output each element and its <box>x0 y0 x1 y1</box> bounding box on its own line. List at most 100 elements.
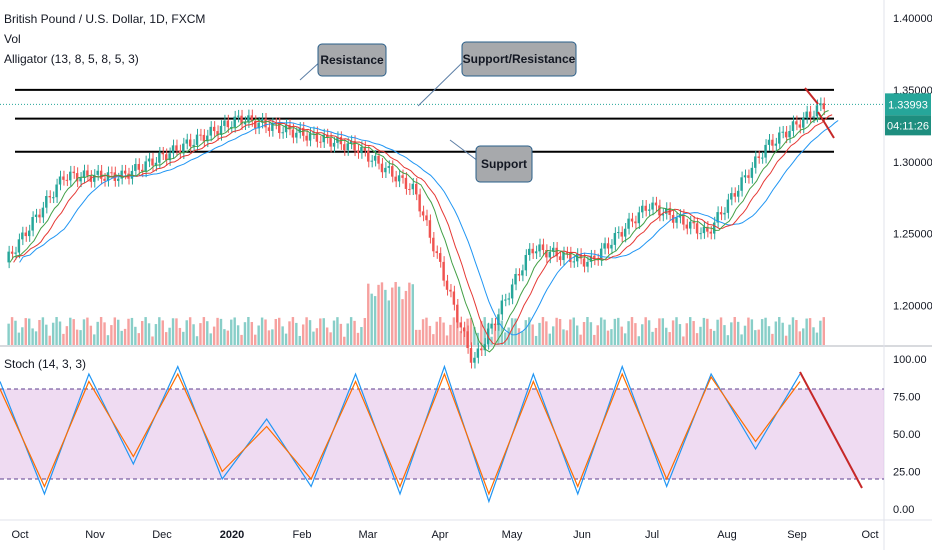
candle-body <box>617 232 620 234</box>
price-axis-tick: 1.40000 <box>893 13 932 25</box>
candle-body <box>356 150 360 154</box>
candle-body <box>373 155 377 161</box>
candle-body <box>476 348 480 358</box>
trend-arrow <box>799 371 863 489</box>
callout-label: Resistance <box>320 53 384 67</box>
volume-bar <box>548 333 551 345</box>
volume-bar <box>38 319 41 345</box>
candle-body <box>332 142 336 147</box>
volume-bar <box>260 317 264 345</box>
candle-body <box>641 205 644 213</box>
candle-body <box>315 132 319 142</box>
volume-bar <box>134 326 137 345</box>
volume-bar <box>411 284 414 345</box>
candle-body <box>188 139 192 147</box>
time-axis-label: Sep <box>787 529 807 541</box>
candle-body <box>613 232 617 245</box>
volume-bar <box>514 318 517 345</box>
candle-body <box>182 143 185 154</box>
volume-bar <box>634 323 637 345</box>
candle-body <box>264 118 267 128</box>
volume-bar <box>754 330 757 345</box>
volume-bar <box>702 317 706 345</box>
candle-body <box>103 178 106 181</box>
candle-body <box>236 115 240 117</box>
volume-bar <box>480 320 483 345</box>
candle-body <box>360 146 363 154</box>
volume-bar <box>274 318 277 345</box>
volume-bar <box>278 317 281 345</box>
jaw-line <box>19 120 839 336</box>
volume-bar <box>452 317 456 345</box>
volume-bar <box>610 329 613 345</box>
volume-bar <box>123 328 127 345</box>
volume-bar <box>747 317 750 345</box>
volume-bar <box>569 319 572 345</box>
candle-body <box>171 145 175 154</box>
volume-bar <box>209 333 212 345</box>
alligator-legend[interactable]: Alligator (13, 8, 5, 8, 5, 3) <box>4 52 139 66</box>
time-axis-label: Jun <box>573 529 591 541</box>
candle-body <box>421 211 425 216</box>
volume-bar <box>230 319 233 345</box>
candle-body <box>110 172 113 174</box>
candle-body <box>562 252 565 261</box>
candle-body <box>134 163 137 171</box>
volume-bar <box>254 334 257 345</box>
volume-legend[interactable]: Vol <box>4 32 21 46</box>
volume-bar <box>415 329 418 345</box>
volume-bar <box>647 320 651 345</box>
volume-bar <box>740 334 743 345</box>
volume-bar <box>541 317 545 345</box>
stoch-axis-tick: 100.00 <box>893 354 927 366</box>
volume-bar <box>291 317 295 345</box>
candle-body <box>230 126 233 128</box>
candle-body <box>278 123 281 134</box>
candle-body <box>589 255 593 262</box>
candle-body <box>644 205 647 211</box>
volume-bar <box>764 317 767 345</box>
volume-bar <box>343 336 346 345</box>
volume-bar <box>774 321 778 345</box>
candle-body <box>58 176 62 185</box>
volume-bar <box>510 318 514 345</box>
candle-body <box>637 212 641 224</box>
volume-bar <box>671 320 675 345</box>
stoch-legend[interactable]: Stoch (14, 3, 3) <box>4 357 87 371</box>
candle-body <box>620 232 623 237</box>
candle-body <box>267 127 271 131</box>
candle-body <box>408 188 411 190</box>
volume-bar <box>182 331 185 345</box>
candle-body <box>401 175 404 178</box>
candle-body <box>158 152 161 163</box>
time-axis-label: Dec <box>152 529 172 541</box>
symbol-legend[interactable]: British Pound / U.S. Dollar, 1D, FXCM <box>4 12 206 26</box>
volume-bar <box>356 332 360 345</box>
volume-bar <box>48 335 51 345</box>
candle-body <box>240 115 243 125</box>
volume-bar <box>812 327 815 345</box>
candles-group <box>7 97 825 369</box>
candle-body <box>507 298 510 300</box>
volume-bar <box>637 336 641 345</box>
time-axis-label: Apr <box>431 529 448 541</box>
candle-body <box>569 252 572 263</box>
volume-bar <box>795 319 798 345</box>
candle-body <box>665 208 668 214</box>
volume-bar <box>216 317 219 345</box>
countdown-badge-text: 04:11:26 <box>887 120 929 132</box>
candle-body <box>329 137 332 147</box>
candle-body <box>545 250 548 258</box>
volume-bar <box>579 334 582 345</box>
volume-bar <box>606 330 610 345</box>
volume-bar <box>418 329 421 345</box>
candle-body <box>367 150 370 162</box>
volume-bar <box>685 323 688 345</box>
candle-body <box>141 169 144 172</box>
candle-body <box>442 261 445 281</box>
candle-body <box>517 273 521 276</box>
volume-bar <box>699 326 702 345</box>
candle-body <box>219 125 223 135</box>
